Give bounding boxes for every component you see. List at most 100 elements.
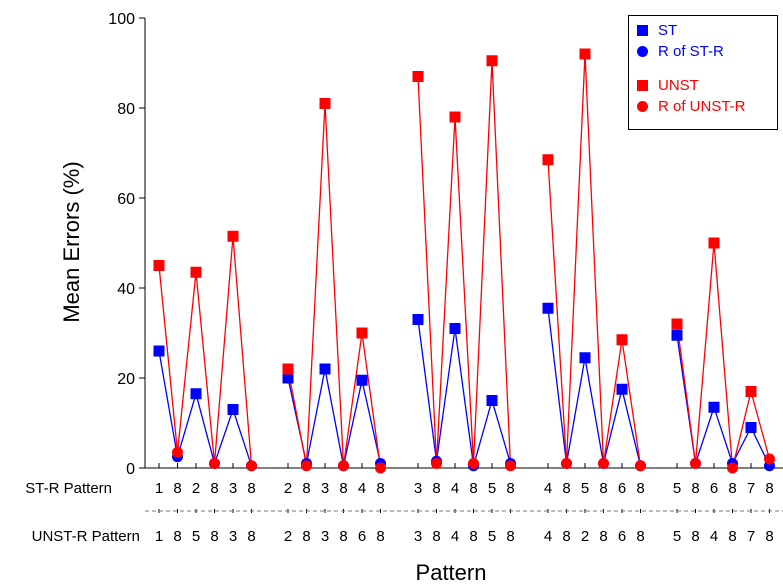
r-of-unst-r-point (468, 458, 479, 469)
st-point (486, 395, 498, 406)
unst-r-pattern-label: 5 (192, 528, 200, 545)
st-r-pattern-label: 4 (544, 480, 552, 497)
legend-item-st: ST (637, 23, 677, 39)
st-series-line (417, 319, 512, 466)
unst-r-pattern-label: 8 (432, 528, 440, 545)
unst-series-line (287, 103, 382, 469)
r-of-unst-r-point (246, 460, 257, 472)
legend-circle-marker-icon (637, 46, 648, 57)
unst-r-pattern-label: 1 (155, 528, 163, 545)
unst-r-pattern-label: 4 (544, 528, 552, 545)
st-r-pattern-label: 2 (192, 480, 200, 497)
st-r-pattern-label: 8 (339, 480, 347, 497)
unst-r-pattern-label: 8 (247, 528, 255, 545)
unst-r-pattern-label: 8 (469, 528, 477, 545)
st-r-pattern-label: 1 (155, 480, 163, 497)
r-of-unst-r-point (598, 458, 609, 469)
r-of-unst-r-point (375, 462, 386, 474)
y-tick-label: 80 (117, 101, 135, 118)
legend-circle-marker-icon (637, 101, 648, 112)
unst-r-pattern-label: 8 (599, 528, 607, 545)
unst-point (579, 48, 591, 60)
st-point (745, 422, 757, 433)
legend-square-marker-icon (637, 25, 648, 36)
st-row-label: ST-R Pattern (25, 480, 112, 497)
y-tick-label: 0 (126, 461, 135, 478)
legend-label: R of ST-R (658, 43, 724, 60)
st-r-pattern-label: 8 (432, 480, 440, 497)
unst-point (708, 237, 720, 249)
unst-series-line (676, 242, 771, 469)
unst-point (449, 111, 461, 123)
unst-r-pattern-label: 5 (488, 528, 496, 545)
st-point (282, 372, 294, 384)
unst-r-pattern-label: 2 (284, 528, 292, 545)
st-point (708, 401, 720, 413)
st-r-pattern-label: 8 (469, 480, 477, 497)
unst-point (745, 386, 757, 397)
r-of-unst-r-point (505, 460, 516, 472)
series-markers (153, 48, 775, 474)
unst-point (542, 154, 554, 166)
st-series-line (158, 350, 253, 467)
st-r-pattern-label: 4 (451, 480, 459, 497)
r-of-unst-r-point (172, 446, 183, 458)
unst-point (616, 334, 628, 346)
st-point (190, 388, 202, 400)
y-tick-label: 20 (117, 371, 135, 388)
unst-r-pattern-label: 4 (710, 528, 718, 545)
st-point (319, 363, 331, 375)
st-r-pattern-label: 3 (321, 480, 329, 497)
unst-point (356, 327, 368, 339)
st-r-pattern-label: 6 (618, 480, 626, 497)
unst-point (319, 98, 331, 109)
st-r-pattern-label: 2 (284, 480, 292, 497)
unst-r-pattern-label: 8 (506, 528, 514, 545)
st-r-pattern-label: 8 (562, 480, 570, 497)
r-of-unst-r-point (301, 460, 312, 472)
st-r-pattern-label: 4 (358, 480, 366, 497)
unst-r-pattern-label: 8 (636, 528, 644, 545)
unst-point (153, 260, 165, 271)
unst-r-pattern-label: 3 (321, 528, 329, 545)
r-of-unst-r-point (561, 458, 572, 469)
st-r-pattern-label: 8 (376, 480, 384, 497)
st-r-pattern-label: 8 (599, 480, 607, 497)
unst-r-pattern-label: 8 (691, 528, 699, 545)
st-r-pattern-label: 8 (506, 480, 514, 497)
unst-r-pattern-label: 6 (618, 528, 626, 545)
st-point (542, 302, 554, 314)
legend-label: R of UNST-R (658, 98, 746, 115)
unst-series-line (547, 53, 642, 466)
unst-r-pattern-label: 6 (358, 528, 366, 545)
unst-r-pattern-label: 2 (581, 528, 589, 545)
series-lines (158, 53, 771, 469)
st-r-pattern-label: 8 (765, 480, 773, 497)
st-r-pattern-label: 3 (414, 480, 422, 497)
unst-r-pattern-label: 8 (376, 528, 384, 545)
st-point (616, 383, 628, 395)
r-of-unst-r-point (727, 462, 738, 474)
unst-r-pattern-label: 8 (302, 528, 310, 545)
y-tick-label: 40 (117, 281, 135, 298)
unst-point (227, 230, 239, 242)
st-point (227, 404, 239, 415)
legend-label: ST (658, 22, 678, 39)
st-r-pattern-label: 8 (247, 480, 255, 497)
y-tick-label: 60 (117, 191, 135, 208)
st-r-pattern-label: 3 (229, 480, 237, 497)
y-tick-label: 100 (108, 11, 135, 28)
st-r-pattern-label: 8 (210, 480, 218, 497)
unst-r-pattern-label: 4 (451, 528, 459, 545)
legend-label: UNST (658, 77, 699, 94)
unst-row-label: UNST-R Pattern (32, 528, 140, 545)
y-axis-label: Mean Errors (%) (59, 161, 84, 322)
st-point (356, 374, 368, 386)
r-of-unst-r-point (431, 458, 442, 469)
r-of-unst-r-point (338, 460, 349, 472)
unst-series-line (158, 236, 253, 466)
st-point (449, 323, 461, 334)
st-r-pattern-label: 5 (488, 480, 496, 497)
st-r-pattern-label: 6 (710, 480, 718, 497)
